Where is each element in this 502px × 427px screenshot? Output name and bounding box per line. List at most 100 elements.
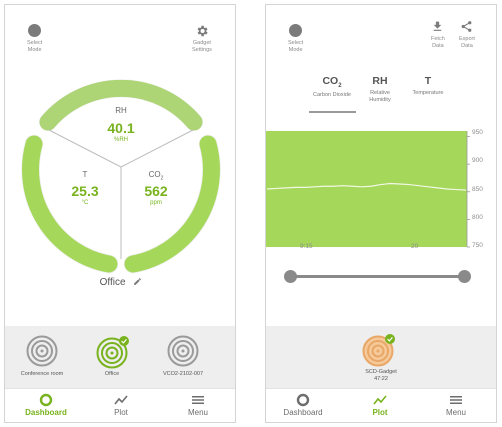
rh-label: RH xyxy=(115,106,127,115)
gadget-scd[interactable] xyxy=(362,333,398,372)
dashboard-icon xyxy=(296,393,310,407)
gadget-sublabel: 47:22 xyxy=(374,376,388,382)
sensor-label-office: Office xyxy=(104,371,120,377)
gauge-arc-t xyxy=(22,135,118,273)
t-unit: °C xyxy=(81,200,89,206)
tab-active-indicator xyxy=(309,111,356,113)
check-badge-icon xyxy=(119,336,129,346)
plot-icon xyxy=(373,395,387,405)
gauge-arc-co2 xyxy=(124,135,220,273)
gadget-settings-button[interactable]: Gadget Settings xyxy=(192,24,212,53)
location-label: Office xyxy=(99,277,126,288)
check-badge-icon xyxy=(385,334,395,344)
tab-co2-subtitle: Carbon Dioxide xyxy=(313,92,351,99)
export-data-label-2: Data xyxy=(461,42,473,49)
sensor-conference-room[interactable] xyxy=(26,335,58,372)
sensor-vco2[interactable] xyxy=(167,335,199,372)
co2-unit: ppm xyxy=(150,200,162,206)
gadget-label: SCD-Gadget xyxy=(365,369,397,375)
menu-icon xyxy=(450,396,462,404)
plot-icon xyxy=(114,395,128,405)
tab-temperature[interactable]: T Temperature xyxy=(398,75,458,97)
location-name: Office xyxy=(81,277,161,288)
co2-value: 562 xyxy=(144,183,168,199)
nav-dashboard[interactable]: Dashboard xyxy=(268,393,338,417)
nav-menu-label: Menu xyxy=(445,408,466,417)
x-tick-label: 20 xyxy=(411,243,419,250)
gadget-tray: SCD-Gadget 47:22 xyxy=(266,326,496,388)
select-mode-icon xyxy=(289,24,303,37)
y-tick-label: 950 xyxy=(472,129,483,136)
export-data-label-1: Export xyxy=(459,36,475,42)
co2-series-line xyxy=(266,182,467,191)
co2-chart[interactable] xyxy=(266,123,497,263)
tab-co2-title: CO2 xyxy=(322,75,342,90)
tab-t-subtitle: Temperature xyxy=(412,90,444,96)
tab-co2[interactable]: CO2 Carbon Dioxide xyxy=(302,75,362,99)
bottom-nav: Dashboard Plot Menu xyxy=(266,388,496,422)
nav-menu[interactable]: Menu xyxy=(421,393,491,417)
plot-screen: Select Mode Fetch Data Export Data CO2 C… xyxy=(265,4,497,423)
divider-right xyxy=(120,129,194,168)
t-value: 25.3 xyxy=(71,183,99,199)
sensor-target-icon-selected xyxy=(96,336,129,369)
select-mode-icon xyxy=(28,24,42,37)
gadget-settings-label-2: Settings xyxy=(192,46,212,53)
tab-rh-title: RH xyxy=(372,75,388,87)
sensor-label-vco2: VCO2-2102-007 xyxy=(162,371,204,377)
select-mode-button[interactable]: Select Mode xyxy=(27,24,42,53)
nav-dashboard-label: Dashboard xyxy=(25,408,67,417)
select-mode-label-1: Select xyxy=(27,40,43,46)
nav-menu-label: Menu xyxy=(187,408,208,417)
gear-icon xyxy=(197,25,208,37)
export-data-button[interactable]: Export Data xyxy=(459,20,475,49)
nav-plot-label: Plot xyxy=(114,408,128,417)
download-icon xyxy=(434,21,442,31)
nav-plot[interactable]: Plot xyxy=(86,393,156,417)
bottom-nav: Dashboard Plot Menu xyxy=(5,388,235,422)
tab-t-title: T xyxy=(424,75,432,87)
nav-dashboard-label: Dashboard xyxy=(283,408,323,417)
gadget-settings-label-1: Gadget xyxy=(192,40,211,46)
sensor-label-conference-room: Conference room xyxy=(20,371,64,377)
fetch-data-label-1: Fetch xyxy=(431,36,445,42)
nav-plot[interactable]: Plot xyxy=(345,393,415,417)
rh-value: 40.1 xyxy=(107,120,135,136)
gadget-target-icon xyxy=(362,334,395,367)
co2-label: CO2 xyxy=(148,170,164,182)
nav-dashboard[interactable]: Dashboard xyxy=(11,393,81,417)
t-label: T xyxy=(82,170,88,179)
edit-pencil-icon[interactable] xyxy=(133,277,142,286)
y-tick-label: 900 xyxy=(472,157,483,164)
gauge-arc-rh xyxy=(39,79,203,131)
tab-rh-subtitle: Relative Humidity xyxy=(369,90,391,103)
plot-select-mode-label-2: Mode xyxy=(288,46,303,53)
menu-icon xyxy=(192,396,204,404)
x-tick-label: 9:15 xyxy=(300,243,313,250)
rh-unit: %RH xyxy=(113,137,128,143)
metrics-gauge xyxy=(21,77,221,274)
share-icon xyxy=(462,21,472,32)
fetch-data-label-2: Data xyxy=(432,42,444,49)
dashboard-screen: Select Mode Gadget Settings RH 40.1 %RH … xyxy=(4,4,236,423)
sensor-tray: Conference room Office VCO2-2102-007 xyxy=(5,326,235,388)
time-range-slider[interactable] xyxy=(290,275,465,278)
fetch-data-button[interactable]: Fetch Data xyxy=(431,20,445,49)
select-mode-label-2: Mode xyxy=(27,46,42,53)
y-tick-label: 800 xyxy=(472,214,483,221)
nav-plot-label: Plot xyxy=(372,408,388,417)
chart-plot-area xyxy=(266,131,467,247)
nav-menu[interactable]: Menu xyxy=(163,393,233,417)
y-tick-label: 750 xyxy=(472,242,483,249)
tab-rh[interactable]: RH Relative Humidity xyxy=(350,75,410,103)
sensor-target-icon xyxy=(26,335,58,367)
slider-handle-end[interactable] xyxy=(458,270,471,283)
divider-left xyxy=(48,129,122,168)
sensor-target-icon xyxy=(167,335,199,367)
dashboard-icon xyxy=(39,393,53,407)
y-tick-label: 850 xyxy=(472,186,483,193)
plot-select-mode-label-1: Select xyxy=(288,40,304,46)
sensor-office[interactable] xyxy=(96,335,132,374)
slider-handle-start[interactable] xyxy=(284,270,297,283)
plot-select-mode-button[interactable]: Select Mode xyxy=(288,24,303,53)
